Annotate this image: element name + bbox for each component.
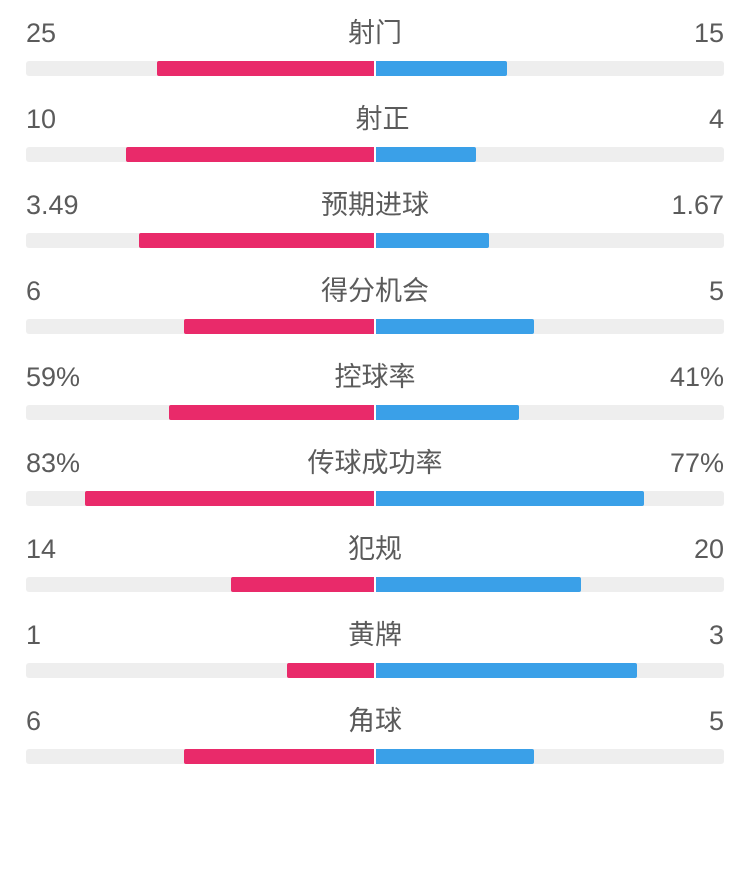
stat-bar-track [26,749,724,764]
stat-bar-right-fill [376,233,489,248]
stat-bar-track [26,577,724,592]
stat-row: 10 射正 4 [26,106,724,162]
stat-bar-right-fill [376,405,519,420]
stat-value-left: 3.49 [26,192,79,219]
stat-value-left: 14 [26,536,56,563]
stat-row: 6 得分机会 5 [26,278,724,334]
stat-bar-track [26,233,724,248]
stat-bar-left-fill [126,147,374,162]
stat-bar-right-track [376,749,724,764]
stat-value-left: 6 [26,278,41,305]
stat-row: 83% 传球成功率 77% [26,450,724,506]
stat-bar-track [26,319,724,334]
stat-bar-left-fill [169,405,374,420]
stat-bar-left-fill [184,749,374,764]
stat-bar-right-track [376,405,724,420]
stat-bar-right-fill [376,663,637,678]
stat-bar-right-fill [376,749,534,764]
stat-row: 59% 控球率 41% [26,364,724,420]
stat-value-right: 5 [709,708,724,735]
stat-bar-left-fill [231,577,374,592]
stat-header: 3.49 预期进球 1.67 [26,192,724,219]
stat-label: 得分机会 [321,278,429,305]
stat-bar-right-track [376,61,724,76]
stat-value-right: 20 [694,536,724,563]
stat-row: 14 犯规 20 [26,536,724,592]
stat-bar-right-fill [376,61,507,76]
stat-value-right: 41% [670,364,724,391]
stat-bar-right-fill [376,147,476,162]
stat-header: 1 黄牌 3 [26,622,724,649]
stat-bar-left-track [26,319,374,334]
stat-bar-right-track [376,577,724,592]
stat-label: 角球 [348,708,402,735]
stat-value-right: 77% [670,450,724,477]
stat-value-left: 6 [26,708,41,735]
stat-bar-left-fill [157,61,375,76]
stat-bar-right-track [376,147,724,162]
stat-bar-right-track [376,663,724,678]
stat-header: 14 犯规 20 [26,536,724,563]
stat-bar-track [26,61,724,76]
stat-row: 6 角球 5 [26,708,724,764]
stat-bar-left-track [26,749,374,764]
stat-header: 10 射正 4 [26,106,724,133]
stat-value-left: 59% [26,364,80,391]
stat-label: 射正 [356,106,410,133]
stat-label: 预期进球 [321,192,429,219]
stat-value-left: 83% [26,450,80,477]
stat-bar-right-track [376,319,724,334]
stat-value-left: 1 [26,622,41,649]
stat-bar-track [26,147,724,162]
stat-header: 83% 传球成功率 77% [26,450,724,477]
stat-bar-right-track [376,233,724,248]
stat-bar-right-fill [376,577,581,592]
stat-value-right: 4 [709,106,724,133]
stat-bar-track [26,663,724,678]
stat-bar-left-fill [287,663,374,678]
stat-label: 犯规 [348,536,402,563]
stat-value-left: 10 [26,106,56,133]
stat-header: 6 角球 5 [26,708,724,735]
stat-row: 25 射门 15 [26,20,724,76]
stat-header: 6 得分机会 5 [26,278,724,305]
stat-bar-left-track [26,147,374,162]
stat-row: 3.49 预期进球 1.67 [26,192,724,248]
stat-header: 59% 控球率 41% [26,364,724,391]
stat-bar-left-fill [85,491,374,506]
stat-value-right: 3 [709,622,724,649]
stat-bar-left-track [26,663,374,678]
stat-bar-left-fill [139,233,374,248]
match-stats-list: 25 射门 15 10 射正 4 3.49 [26,20,724,764]
stat-bar-right-fill [376,319,534,334]
stat-label: 传球成功率 [308,450,443,477]
stat-bar-left-track [26,491,374,506]
stat-header: 25 射门 15 [26,20,724,47]
stat-bar-right-track [376,491,724,506]
stat-label: 射门 [348,20,402,47]
stat-bar-left-fill [184,319,374,334]
stat-bar-track [26,491,724,506]
stat-label: 黄牌 [348,622,402,649]
stat-bar-left-track [26,233,374,248]
stat-value-right: 1.67 [671,192,724,219]
stat-bar-left-track [26,61,374,76]
stat-value-right: 5 [709,278,724,305]
stat-bar-right-fill [376,491,644,506]
stat-row: 1 黄牌 3 [26,622,724,678]
stat-label: 控球率 [335,364,416,391]
stat-bar-left-track [26,577,374,592]
stat-bar-track [26,405,724,420]
stat-value-left: 25 [26,20,56,47]
stat-bar-left-track [26,405,374,420]
stat-value-right: 15 [694,20,724,47]
